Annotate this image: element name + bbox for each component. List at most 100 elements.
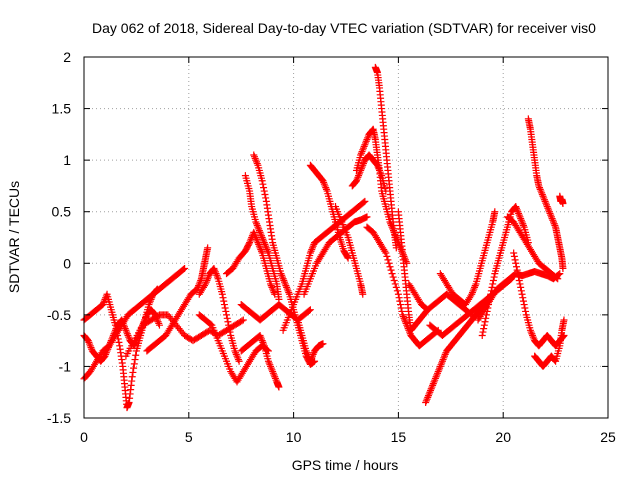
series-track-28 bbox=[474, 268, 564, 324]
data-point bbox=[491, 208, 499, 216]
data-point bbox=[400, 314, 408, 322]
data-point bbox=[180, 265, 188, 273]
data-point bbox=[538, 191, 546, 199]
data-point bbox=[545, 206, 553, 214]
data-point bbox=[105, 342, 113, 350]
data-point bbox=[343, 253, 351, 261]
data-point bbox=[104, 344, 112, 352]
data-point bbox=[268, 283, 276, 291]
data-point bbox=[382, 187, 390, 195]
data-point bbox=[258, 337, 266, 345]
data-point bbox=[309, 242, 317, 250]
data-point bbox=[245, 240, 253, 248]
data-point bbox=[109, 331, 117, 339]
data-point bbox=[362, 137, 370, 145]
data-point bbox=[528, 330, 536, 338]
data-point bbox=[431, 376, 439, 384]
series-track-10 bbox=[241, 172, 283, 303]
data-point bbox=[223, 311, 231, 319]
data-point bbox=[515, 273, 523, 281]
data-point bbox=[390, 276, 398, 284]
data-point bbox=[222, 307, 230, 315]
data-point bbox=[362, 139, 370, 147]
data-point bbox=[267, 280, 275, 288]
data-point bbox=[468, 290, 476, 298]
data-point bbox=[359, 160, 367, 168]
data-point bbox=[517, 287, 525, 295]
y-tick-label: 1 bbox=[63, 152, 71, 168]
data-point bbox=[354, 173, 362, 181]
data-point bbox=[155, 319, 163, 327]
data-point bbox=[361, 141, 369, 149]
data-point bbox=[118, 318, 126, 326]
data-point bbox=[121, 323, 129, 331]
data-point bbox=[252, 234, 260, 241]
data-point bbox=[401, 318, 409, 326]
data-point bbox=[115, 338, 123, 346]
data-point bbox=[554, 275, 562, 283]
data-point bbox=[373, 161, 381, 169]
data-point bbox=[383, 252, 391, 260]
data-point bbox=[112, 325, 120, 333]
data-point bbox=[102, 349, 110, 357]
data-point bbox=[120, 321, 128, 329]
data-point bbox=[253, 237, 261, 245]
data-point bbox=[285, 289, 293, 297]
data-point bbox=[440, 354, 448, 362]
data-point bbox=[239, 316, 247, 324]
data-point bbox=[471, 282, 479, 290]
data-point bbox=[259, 235, 267, 243]
data-point bbox=[148, 294, 156, 302]
data-point bbox=[512, 259, 520, 267]
data-point bbox=[481, 318, 489, 326]
data-point bbox=[251, 232, 259, 240]
data-point bbox=[123, 328, 131, 336]
data-point bbox=[544, 204, 552, 212]
data-point bbox=[522, 307, 530, 315]
data-point bbox=[277, 270, 285, 278]
data-point bbox=[471, 283, 479, 291]
data-point bbox=[131, 356, 139, 364]
data-point bbox=[374, 163, 382, 171]
data-point bbox=[549, 216, 557, 224]
data-point bbox=[480, 321, 488, 329]
data-point bbox=[489, 276, 497, 284]
data-point bbox=[360, 142, 368, 150]
data-point bbox=[204, 273, 212, 281]
series-track-33 bbox=[556, 192, 567, 207]
x-tick-label: 10 bbox=[286, 429, 302, 445]
data-point bbox=[488, 283, 496, 291]
x-tick-label: 0 bbox=[80, 429, 88, 445]
data-point bbox=[535, 182, 543, 190]
data-point bbox=[510, 252, 518, 260]
data-point bbox=[468, 289, 476, 297]
data-point bbox=[118, 316, 126, 324]
data-point bbox=[489, 280, 497, 288]
data-point bbox=[389, 273, 397, 281]
data-point bbox=[437, 361, 445, 369]
data-point bbox=[422, 399, 430, 407]
data-point bbox=[264, 357, 272, 365]
series-track-22 bbox=[394, 208, 432, 334]
data-point bbox=[517, 283, 525, 291]
data-point bbox=[357, 151, 365, 159]
data-point bbox=[232, 349, 240, 357]
data-point bbox=[257, 232, 265, 240]
data-point bbox=[441, 352, 449, 360]
data-point bbox=[253, 221, 261, 229]
data-point bbox=[104, 345, 112, 353]
data-point bbox=[283, 283, 291, 291]
data-point bbox=[260, 187, 268, 195]
data-point bbox=[512, 203, 520, 211]
data-point bbox=[219, 294, 227, 302]
data-point bbox=[258, 177, 266, 185]
data-point bbox=[516, 280, 524, 288]
data-point bbox=[519, 294, 527, 302]
data-point bbox=[86, 340, 94, 348]
data-point bbox=[123, 330, 131, 338]
y-tick-label: 0 bbox=[63, 255, 71, 271]
y-tick-label: 0.5 bbox=[52, 204, 72, 220]
data-point bbox=[259, 180, 267, 188]
data-point bbox=[235, 357, 243, 365]
data-point bbox=[231, 347, 239, 355]
